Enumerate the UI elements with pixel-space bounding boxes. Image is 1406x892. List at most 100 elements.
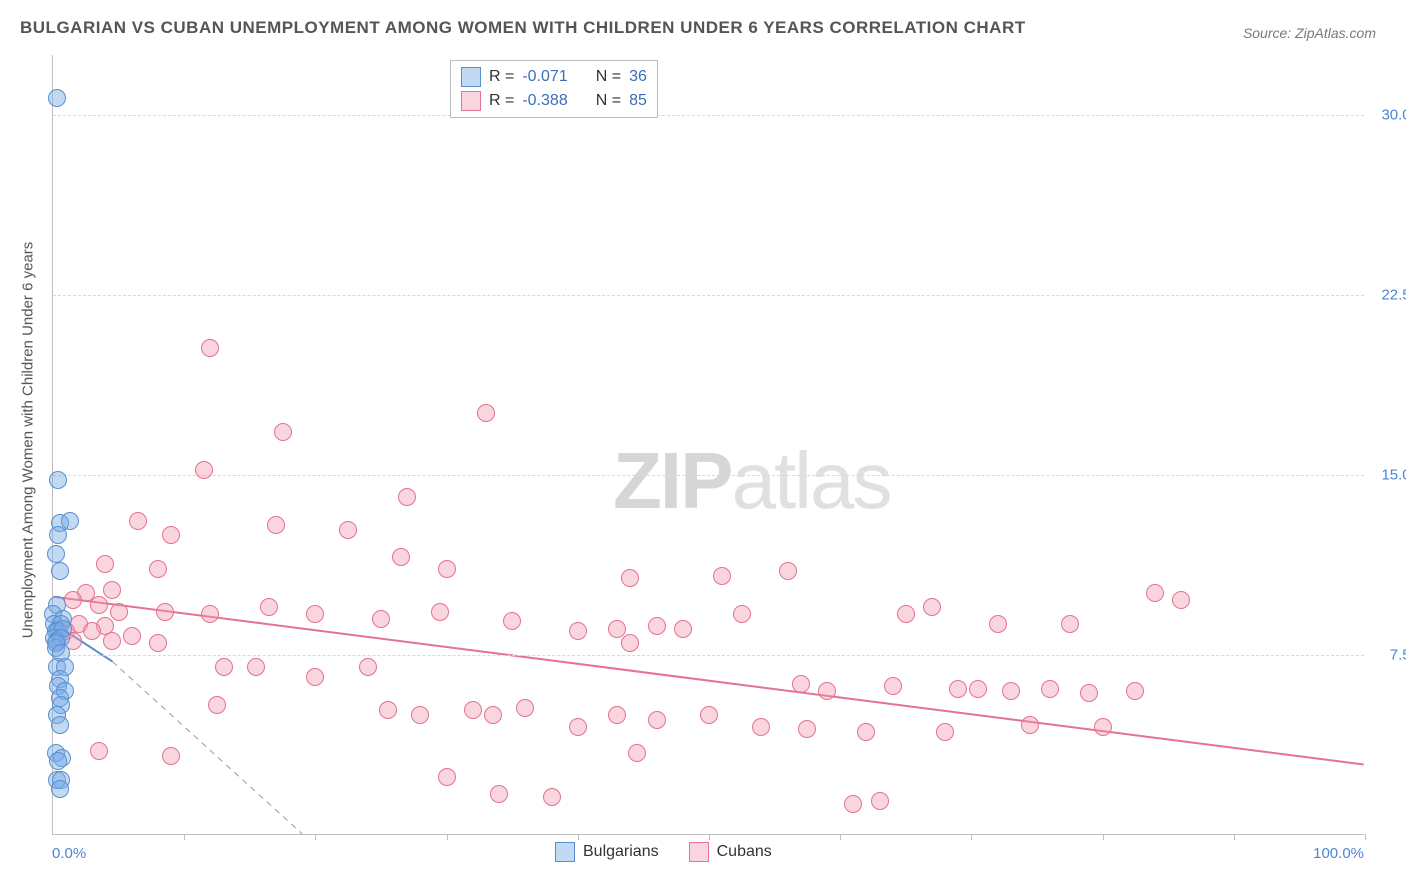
legend-label: Cubans [717,843,772,861]
cubans-point [871,792,889,810]
bulgarians-point [48,89,66,107]
swatch-cubans [689,842,709,862]
cubans-point [1080,684,1098,702]
legend-item-cubans: Cubans [689,842,772,862]
x-tick [315,834,316,840]
gridline [53,655,1364,656]
cubans-point [306,605,324,623]
cubans-point [608,620,626,638]
cubans-point [208,696,226,714]
cubans-point [503,612,521,630]
cubans-point [110,603,128,621]
r-label: R = [489,92,514,110]
cubans-point [516,699,534,717]
cubans-point [431,603,449,621]
cubans-point [201,605,219,623]
legend-label: Bulgarians [583,843,659,861]
cubans-point [949,680,967,698]
y-tick-label: 22.5% [1381,287,1406,304]
correlation-legend: R = -0.071 N = 36 R = -0.388 N = 85 [450,60,658,118]
n-label: N = [596,68,621,86]
cubans-point [195,461,213,479]
cubans-point [648,711,666,729]
cubans-point [936,723,954,741]
cubans-point [1094,718,1112,736]
r-value-cubans: -0.388 [522,92,567,110]
y-axis-label: Unemployment Among Women with Children U… [20,242,37,639]
x-tick [184,834,185,840]
cubans-point [674,620,692,638]
legend-row-cubans: R = -0.388 N = 85 [461,89,647,113]
cubans-point [923,598,941,616]
x-tick [1234,834,1235,840]
x-tick [1103,834,1104,840]
y-tick-label: 30.0% [1381,107,1406,124]
source-attribution: Source: ZipAtlas.com [1243,25,1376,41]
cubans-point [149,634,167,652]
cubans-point [379,701,397,719]
cubans-point [438,768,456,786]
y-tick-label: 7.5% [1390,647,1406,664]
cubans-point [162,526,180,544]
cubans-point [201,339,219,357]
x-tick [709,834,710,840]
cubans-point [490,785,508,803]
swatch-bulgarians [555,842,575,862]
cubans-point [123,627,141,645]
cubans-point [628,744,646,762]
cubans-point [267,516,285,534]
cubans-point [484,706,502,724]
cubans-point [1172,591,1190,609]
cubans-point [621,569,639,587]
y-tick-label: 15.0% [1381,467,1406,484]
cubans-point [247,658,265,676]
cubans-point [274,423,292,441]
cubans-point [1021,716,1039,734]
cubans-point [1041,680,1059,698]
r-label: R = [489,68,514,86]
cubans-point [398,488,416,506]
cubans-point [569,622,587,640]
cubans-point [215,658,233,676]
cubans-point [713,567,731,585]
bulgarians-point [51,562,69,580]
cubans-point [438,560,456,578]
cubans-point [477,404,495,422]
cubans-point [857,723,875,741]
cubans-point [779,562,797,580]
cubans-point [162,747,180,765]
cubans-point [149,560,167,578]
bulgarians-point [49,526,67,544]
cubans-point [608,706,626,724]
cubans-point [411,706,429,724]
x-axis-min-label: 0.0% [52,845,86,862]
cubans-point [792,675,810,693]
cubans-point [392,548,410,566]
cubans-point [103,632,121,650]
r-value-bulgarians: -0.071 [522,68,567,86]
x-tick [840,834,841,840]
cubans-point [543,788,561,806]
n-value-cubans: 85 [629,92,647,110]
cubans-point [90,742,108,760]
x-tick [971,834,972,840]
x-tick [447,834,448,840]
series-legend: Bulgarians Cubans [555,842,772,862]
cubans-point [1061,615,1079,633]
cubans-point [621,634,639,652]
cubans-point [569,718,587,736]
cubans-point [260,598,278,616]
cubans-point [648,617,666,635]
bulgarians-point [51,716,69,734]
cubans-point [733,605,751,623]
cubans-point [1146,584,1164,602]
gridline [53,475,1364,476]
cubans-point [700,706,718,724]
cubans-point [1002,682,1020,700]
cubans-point [969,680,987,698]
x-tick [1365,834,1366,840]
cubans-point [752,718,770,736]
cubans-point [306,668,324,686]
cubans-point [129,512,147,530]
swatch-cubans [461,91,481,111]
